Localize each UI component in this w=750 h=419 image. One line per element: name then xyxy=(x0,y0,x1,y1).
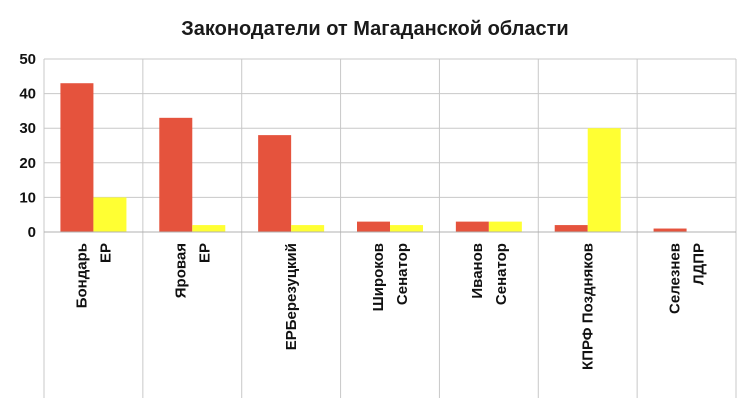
y-tick-label: 40 xyxy=(19,86,36,103)
x-tick-label: ЕР xyxy=(196,243,213,263)
bar xyxy=(653,228,687,232)
bar xyxy=(159,117,193,232)
bar xyxy=(488,221,522,232)
x-tick-label: ЛДПР xyxy=(691,243,708,285)
y-tick-label: 30 xyxy=(19,120,36,137)
bar xyxy=(587,128,621,232)
bar xyxy=(93,197,127,232)
chart-title: Законодатели от Магаданской области xyxy=(181,18,569,40)
bar xyxy=(390,225,423,232)
y-tick-label: 0 xyxy=(28,224,36,241)
y-tick-label: 10 xyxy=(19,189,36,206)
bar xyxy=(60,83,94,232)
x-tick-label: Иванов xyxy=(469,243,486,299)
y-tick-label: 20 xyxy=(19,155,36,172)
x-tick-label: Бондарь xyxy=(73,243,90,308)
bar xyxy=(455,221,489,232)
x-tick-label: Сенатор xyxy=(493,243,510,305)
bar xyxy=(357,221,390,232)
y-tick-label: 50 xyxy=(19,51,36,68)
x-tick-label: Широков xyxy=(370,243,387,311)
bar xyxy=(192,225,226,232)
x-tick-label: Селезнев xyxy=(667,243,684,314)
x-tick-label: Сенатор xyxy=(394,243,411,305)
bar xyxy=(258,135,292,232)
bar xyxy=(554,225,588,232)
x-tick-label: КПРФ Поздняков xyxy=(580,243,597,370)
x-tick-label: Яровая xyxy=(172,243,189,298)
bar xyxy=(291,225,325,232)
x-tick-label: ЕР xyxy=(97,243,114,263)
x-tick-label: ЕРБерезуцкий xyxy=(283,243,300,350)
